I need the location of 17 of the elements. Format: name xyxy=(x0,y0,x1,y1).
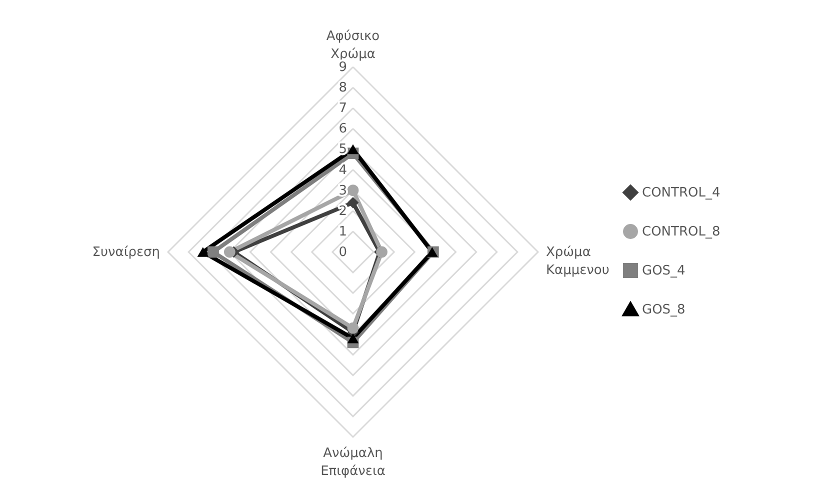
legend-label: GOS_8 xyxy=(642,302,686,318)
legend-label: GOS_4 xyxy=(642,264,686,278)
spoke-label: Αφύσικο Χρώμα xyxy=(326,29,380,62)
legend-label: CONTROL_4 xyxy=(642,186,720,200)
y-tick-label: 8 xyxy=(338,80,347,96)
y-tick-label: 9 xyxy=(338,60,347,75)
y-tick-label: 4 xyxy=(338,162,347,178)
spoke-label: Ανώμαλη Επιφάνεια xyxy=(320,446,386,479)
y-tick-label: 6 xyxy=(338,122,347,137)
y-tick-label: 1 xyxy=(338,224,347,240)
y-tick-label: 5 xyxy=(338,142,347,158)
spoke-label: Συναίρεση xyxy=(92,245,160,260)
y-tick-label: 3 xyxy=(338,183,347,198)
legend-label: CONTROL_8 xyxy=(642,224,720,240)
spoke-label: Χρώμα Καμμενου xyxy=(546,245,610,278)
y-tick-label: 7 xyxy=(338,101,347,116)
y-tick-label: 0 xyxy=(338,245,347,260)
